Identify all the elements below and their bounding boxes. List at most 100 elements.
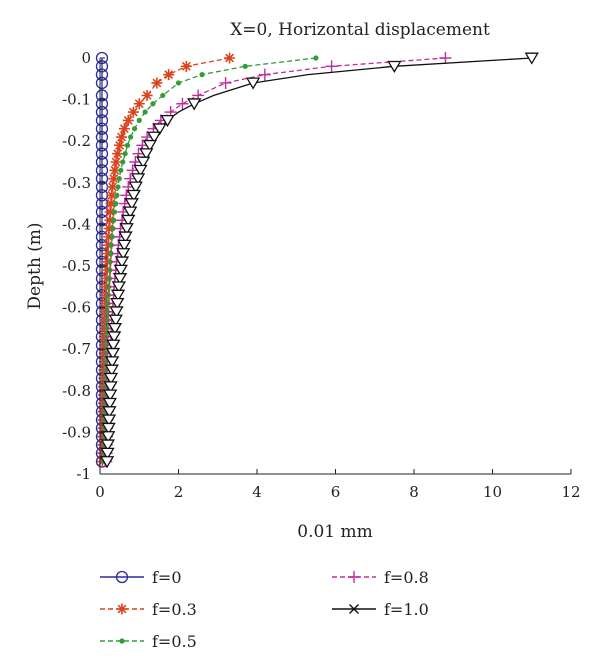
data-point (106, 189, 118, 201)
data-point (114, 256, 130, 269)
data-point (107, 322, 123, 336)
legend-entry: f=0.3 (100, 600, 197, 619)
legend-marker (119, 638, 125, 644)
legend-entry: f=0.5 (100, 632, 197, 651)
data-point (126, 189, 141, 202)
data-point (102, 397, 117, 410)
plot-area (95, 51, 539, 469)
data-point (111, 209, 118, 215)
data-point (116, 248, 131, 261)
y-tick-label: -0.6 (62, 299, 91, 317)
data-point (258, 68, 271, 81)
data-point (106, 339, 121, 352)
data-point (110, 289, 126, 302)
data-point (325, 60, 338, 73)
data-point (117, 239, 132, 252)
series-f=1.0 (99, 52, 539, 469)
data-point (101, 414, 117, 427)
legend-entry: f=0 (100, 568, 182, 587)
series-line (105, 57, 446, 462)
data-point (100, 447, 115, 460)
data-point (95, 130, 109, 144)
data-point (187, 98, 202, 111)
data-point (133, 164, 148, 178)
data-point (142, 109, 148, 115)
data-point (103, 381, 118, 394)
data-point (112, 148, 124, 160)
data-point (127, 106, 139, 118)
data-point (439, 52, 452, 64)
data-point (128, 181, 143, 194)
y-tick-label: -0.5 (62, 257, 91, 275)
data-point (139, 148, 154, 161)
data-point (219, 76, 232, 89)
legend-label: f=0.8 (384, 568, 429, 587)
data-point (123, 206, 138, 219)
data-point (176, 97, 189, 110)
data-point (95, 60, 109, 73)
x-tick-label: 10 (483, 483, 502, 501)
data-point (110, 156, 122, 168)
data-point (160, 92, 166, 99)
data-point (101, 272, 113, 284)
data-point (95, 105, 109, 119)
data-point (110, 297, 125, 311)
x-ticks: 0 2 4 6 8 10 12 (95, 469, 581, 501)
data-point (95, 164, 109, 177)
data-point (103, 389, 118, 402)
data-point (124, 198, 139, 211)
data-point (104, 214, 116, 226)
data-point (107, 259, 113, 265)
x-axis-label: 0.01 mm (297, 522, 373, 542)
data-point (111, 281, 126, 294)
legend-label: f=1.0 (384, 600, 429, 619)
data-point (122, 151, 128, 157)
data-point (245, 77, 261, 90)
data-point (313, 55, 319, 61)
data-point (114, 139, 126, 151)
data-point (114, 192, 120, 198)
data-point (113, 201, 119, 207)
y-ticks: 0 -0.1 -0.2 -0.3 -0.4 -0.5 -0.6 -0.7 -0.8 -0.9 -1 (62, 49, 105, 483)
y-tick-label: -0.3 (62, 174, 91, 192)
data-point (133, 98, 145, 110)
x-tick-label: 6 (331, 483, 341, 501)
data-point (121, 214, 136, 227)
y-tick-label: -0.2 (62, 132, 91, 150)
data-point (108, 250, 114, 257)
data-point (151, 77, 163, 89)
data-point (105, 356, 120, 369)
data-point (116, 131, 128, 143)
y-tick-label: -0.8 (62, 382, 91, 400)
data-point (118, 123, 130, 135)
data-point (118, 167, 124, 173)
x-tick-label: 4 (252, 483, 262, 501)
data-point (95, 114, 109, 127)
y-tick-label: -0.9 (62, 423, 91, 441)
data-point (122, 114, 134, 126)
data-point (224, 52, 236, 64)
data-point (102, 239, 114, 251)
data-point (100, 439, 115, 452)
y-tick-label: -1 (76, 465, 91, 483)
data-point (102, 406, 117, 419)
data-point (109, 306, 124, 319)
data-point (95, 51, 109, 65)
legend-entry: f=1.0 (332, 600, 429, 619)
data-point (95, 155, 109, 169)
legend-marker (348, 571, 360, 583)
data-point (111, 217, 117, 223)
data-point (95, 172, 109, 185)
data-point (106, 331, 122, 344)
x-tick-label: 0 (95, 483, 105, 501)
data-point (99, 456, 115, 469)
series-f=0.8 (100, 52, 452, 468)
data-point (108, 314, 123, 327)
data-point (101, 431, 116, 444)
data-point (180, 60, 192, 72)
data-point (105, 198, 117, 210)
data-point (131, 126, 138, 132)
data-point (95, 76, 109, 90)
data-point (128, 134, 134, 140)
